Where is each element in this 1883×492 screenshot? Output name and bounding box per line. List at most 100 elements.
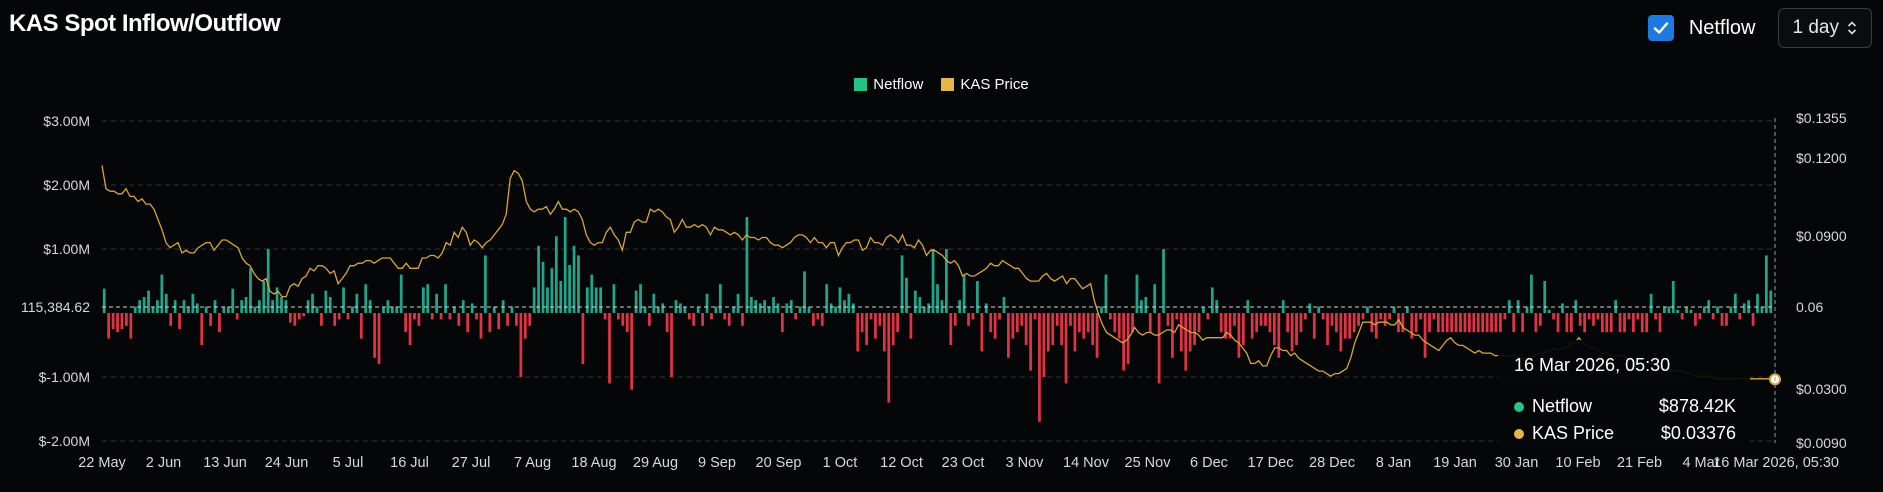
axes: $3.00M $2.00M $1.00M $-1.00M $-2.00M $0.1355 $… [6, 110, 1850, 471]
netflow-bar [1649, 293, 1653, 313]
netflow-bar [723, 313, 727, 320]
netflow-bar [1742, 303, 1746, 313]
netflow-bar [523, 313, 527, 339]
netflow-bar [1485, 313, 1489, 333]
netflow-bar [780, 313, 784, 333]
netflow-bar [794, 313, 798, 320]
x-tick-label: 13 Jun [203, 455, 247, 471]
netflow-bar [160, 274, 164, 313]
tooltip-date: 16 Mar 2026, 05:30 [1514, 355, 1671, 375]
netflow-bar [231, 288, 235, 313]
netflow-bar [847, 293, 851, 313]
crosshair-left-label-bg [6, 296, 94, 318]
legend-swatch-netflow [854, 78, 868, 91]
netflow-bar [1224, 313, 1227, 339]
netflow-bar [1671, 281, 1675, 313]
netflow-bar [377, 313, 381, 365]
netflow-bar [1494, 313, 1498, 333]
x-tick-label: 29 Aug [633, 455, 678, 471]
netflow-bar [1592, 313, 1595, 326]
netflow-bar [1175, 313, 1179, 320]
netflow-checkbox[interactable] [1647, 15, 1674, 41]
netflow-bar [741, 313, 744, 326]
netflow-bar [1769, 290, 1773, 313]
netflow-bar [1623, 313, 1626, 333]
netflow-bar [1272, 313, 1276, 345]
netflow-bar [266, 249, 270, 313]
netflow-bar [448, 313, 452, 320]
netflow-bar [1219, 313, 1223, 333]
netflow-bar [275, 287, 279, 313]
netflow-bar [718, 284, 722, 313]
legend-item-kas-price[interactable]: KAS Price [941, 76, 1029, 93]
netflow-bar [652, 293, 656, 313]
netflow-bar [1024, 313, 1028, 345]
netflow-bar [333, 313, 337, 326]
netflow-bar [581, 313, 585, 365]
netflow-bar [670, 313, 673, 377]
netflow-bar [648, 313, 651, 326]
netflow-bar [1565, 313, 1569, 333]
netflow-bar [612, 284, 616, 313]
netflow-bar [1117, 313, 1121, 339]
netflow-bar [701, 313, 704, 326]
y-right-tick-label: $0.1200 [1796, 150, 1847, 166]
netflow-bar [891, 313, 895, 345]
netflow-bar [1228, 313, 1232, 339]
netflow-bar [767, 306, 771, 313]
netflow-bar [639, 284, 642, 313]
netflow-bar [936, 284, 939, 313]
netflow-bar [328, 297, 332, 313]
legend-item-netflow[interactable]: Netflow [854, 76, 923, 93]
netflow-bar [643, 306, 647, 313]
netflow-bar [1113, 313, 1117, 333]
netflow-bar [878, 313, 882, 326]
netflow-bar [497, 313, 501, 329]
netflow-bar [1264, 313, 1267, 326]
netflow-bar [1321, 313, 1325, 320]
netflow-bar [519, 313, 523, 377]
netflow-bar [710, 313, 713, 320]
netflow-bar [461, 300, 465, 313]
netflow-bar [1578, 313, 1582, 326]
netflow-bar [102, 288, 106, 313]
netflow-bar [337, 313, 341, 320]
netflow-bar [1304, 313, 1307, 320]
netflow-checkbox-label[interactable]: Netflow [1688, 16, 1756, 39]
netflow-bar [1392, 306, 1396, 313]
netflow-bar [435, 293, 439, 313]
netflow-bar [918, 297, 922, 313]
netflow-bar [1250, 313, 1254, 339]
netflow-bar [661, 303, 665, 313]
netflow-bar [1091, 313, 1095, 345]
netflow-bar [1410, 313, 1414, 339]
y-right-tick-label: $0.0900 [1796, 228, 1847, 244]
netflow-bar [169, 313, 173, 326]
netflow-bar [1459, 313, 1462, 333]
x-tick-label: 21 Feb [1617, 455, 1662, 471]
netflow-bar [572, 245, 576, 313]
netflow-bar [585, 287, 589, 313]
netflow-bar [829, 303, 833, 313]
netflow-bar [1015, 313, 1019, 333]
netflow-bar [967, 313, 970, 326]
x-tick-label: 25 Nov [1125, 455, 1172, 471]
netflow-bar [1166, 313, 1170, 326]
netflow-bar [865, 313, 868, 345]
tooltip-value-netflow: $878.42K [1658, 396, 1736, 416]
interval-select[interactable]: 1 day [1777, 8, 1872, 48]
netflow-bar [1689, 309, 1693, 313]
netflow-bar [953, 313, 957, 326]
netflow-bar [683, 306, 687, 313]
netflow-bar [913, 290, 917, 313]
netflow-bar [1600, 313, 1604, 333]
netflow-bar [1383, 313, 1387, 326]
netflow-bar [1317, 306, 1321, 313]
netflow-bar [359, 313, 363, 339]
netflow-bar [922, 306, 926, 313]
netflow-bar [559, 281, 563, 313]
netflow-bar [1401, 313, 1405, 333]
netflow-bar [537, 245, 540, 313]
x-tick-label: 4 Mar [1682, 455, 1719, 471]
